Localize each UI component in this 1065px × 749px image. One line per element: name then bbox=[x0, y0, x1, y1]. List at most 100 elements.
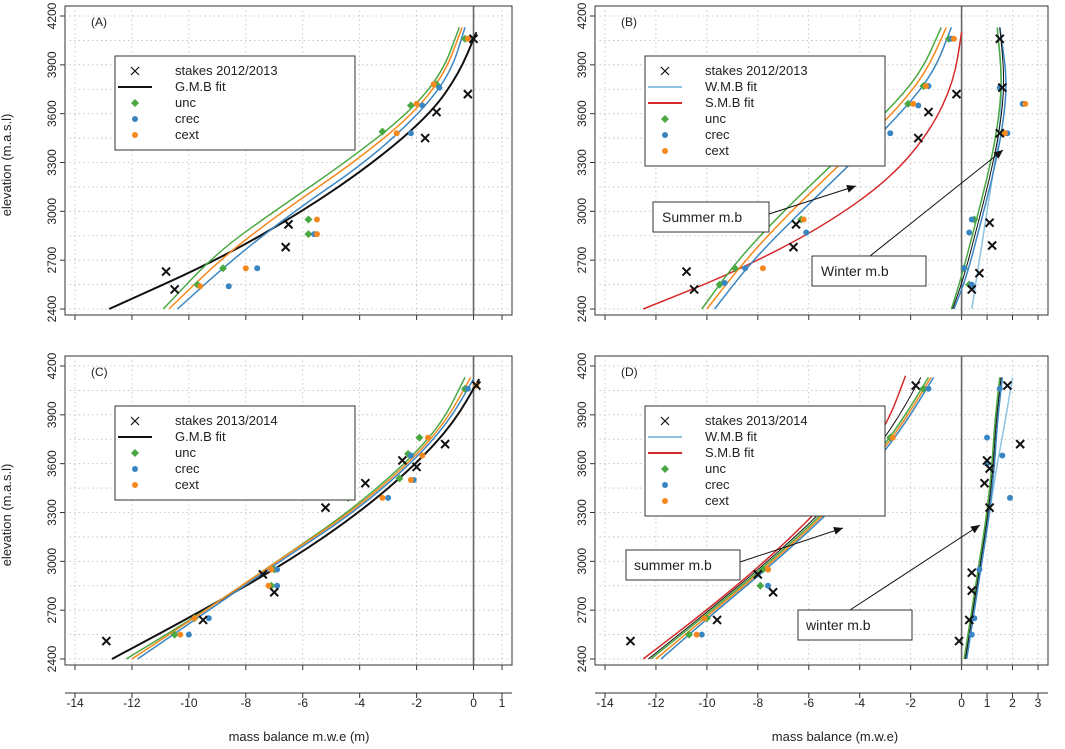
unc-point bbox=[219, 264, 228, 273]
panel-4: 2400 2700 3000 3300 3600 3900 4200 -14 -12 -10 -8 -… bbox=[575, 352, 1049, 710]
unc-point bbox=[730, 264, 739, 273]
legend-label: W.M.B fit bbox=[705, 79, 757, 94]
stake-marker bbox=[625, 636, 636, 646]
stake-marker bbox=[911, 380, 921, 391]
panel-label: (A) bbox=[91, 15, 107, 29]
unc-point bbox=[919, 384, 928, 393]
crec-point bbox=[968, 281, 975, 288]
crec-point bbox=[742, 265, 749, 272]
cext-point bbox=[424, 434, 431, 441]
crec-point bbox=[274, 582, 281, 589]
crec-point bbox=[436, 84, 443, 91]
cext-point bbox=[191, 615, 198, 622]
y-tick-label: 3600 bbox=[575, 100, 589, 127]
stake-marker bbox=[964, 615, 974, 625]
crec-point bbox=[1006, 494, 1013, 501]
stake-marker bbox=[411, 462, 422, 472]
fit-curve-unc bbox=[162, 27, 461, 310]
annotation-arrow bbox=[739, 527, 844, 563]
y-tick-label: 3000 bbox=[45, 548, 59, 575]
fit-curve-unc bbox=[963, 377, 1001, 660]
cext-point bbox=[265, 582, 272, 589]
y-tick-label: 2400 bbox=[575, 295, 589, 322]
cext-point bbox=[701, 615, 708, 622]
cext-point bbox=[379, 494, 386, 501]
stake-marker bbox=[791, 219, 801, 230]
stake-marker bbox=[101, 636, 112, 646]
panel-1: 2400 2700 3000 3300 3600 3900 4200 (A) stakes 20… bbox=[45, 2, 513, 322]
y-tick-label: 2400 bbox=[575, 645, 589, 672]
y-tick-label: 4200 bbox=[575, 352, 589, 379]
stake-marker bbox=[471, 380, 482, 391]
cext-point bbox=[693, 631, 700, 638]
annotation-label: winter m.b bbox=[805, 617, 871, 633]
stake-marker bbox=[995, 128, 1005, 138]
unc-point bbox=[756, 581, 765, 590]
stake-marker bbox=[468, 34, 479, 44]
annotation-arrow bbox=[849, 524, 981, 611]
x-tick-label: 1 bbox=[499, 696, 506, 710]
crec-point bbox=[274, 566, 281, 573]
annotation-arrowhead bbox=[833, 527, 843, 535]
unc-point bbox=[904, 99, 913, 108]
plot-frame bbox=[64, 5, 513, 316]
crec-point bbox=[385, 494, 392, 501]
unc-point bbox=[304, 230, 313, 239]
legend-label: stakes 2012/2013 bbox=[705, 63, 808, 78]
crec-point bbox=[225, 283, 232, 290]
annotation-arrowhead bbox=[970, 525, 980, 534]
legend-unc-icon bbox=[661, 465, 669, 473]
stake-marker bbox=[320, 502, 331, 513]
legend-label: stakes 2012/2013 bbox=[175, 63, 278, 78]
cext-point bbox=[419, 452, 426, 459]
panel-label: (C) bbox=[91, 365, 108, 379]
y-tick-label: 3000 bbox=[575, 198, 589, 225]
fit-curve-crec bbox=[965, 377, 1004, 660]
legend-label: stakes 2013/2014 bbox=[705, 413, 808, 428]
crec-point bbox=[407, 130, 414, 137]
cext-point bbox=[177, 631, 184, 638]
annotation: winter m.b bbox=[797, 524, 981, 641]
legend-cext-icon bbox=[132, 132, 138, 138]
legend-label: S.M.B fit bbox=[705, 95, 755, 110]
legend-crec-icon bbox=[662, 132, 668, 138]
cext-point bbox=[765, 566, 772, 573]
stake-marker bbox=[280, 242, 291, 252]
annotation: Summer m.b bbox=[652, 184, 857, 233]
stake-marker bbox=[397, 455, 408, 466]
cext-point bbox=[950, 35, 957, 42]
annotation-box bbox=[797, 609, 913, 641]
cext-point bbox=[313, 231, 320, 238]
crec-point bbox=[464, 385, 471, 392]
crec-point bbox=[966, 229, 973, 236]
stake-marker bbox=[712, 615, 722, 625]
legend-label: cext bbox=[175, 477, 199, 492]
annotation-box bbox=[811, 255, 927, 287]
plot-frame bbox=[64, 355, 513, 666]
unc-point bbox=[406, 101, 415, 110]
annotation-label: Summer m.b bbox=[662, 209, 742, 225]
cext-point bbox=[1022, 100, 1029, 107]
stake-marker bbox=[967, 568, 977, 578]
x-tick-label: 0 bbox=[470, 696, 477, 710]
stake-marker bbox=[283, 219, 294, 230]
stake-marker bbox=[463, 89, 473, 99]
fit-curve-cext bbox=[168, 27, 463, 310]
legend-cext-icon bbox=[662, 148, 668, 154]
annotation-arrow bbox=[768, 185, 857, 215]
cext-point bbox=[922, 82, 929, 89]
crec-point bbox=[968, 216, 975, 223]
stake-marker bbox=[967, 284, 977, 295]
crec-point bbox=[419, 102, 426, 109]
legend-label: cext bbox=[705, 493, 729, 508]
crec-point bbox=[915, 102, 922, 109]
fit-curve-crec bbox=[137, 378, 475, 660]
stake-marker bbox=[1002, 380, 1013, 391]
x-tick-label: -2 bbox=[905, 696, 916, 710]
stake-marker bbox=[788, 242, 799, 252]
stake-marker bbox=[954, 636, 964, 646]
y-tick-label: 3300 bbox=[575, 499, 589, 526]
